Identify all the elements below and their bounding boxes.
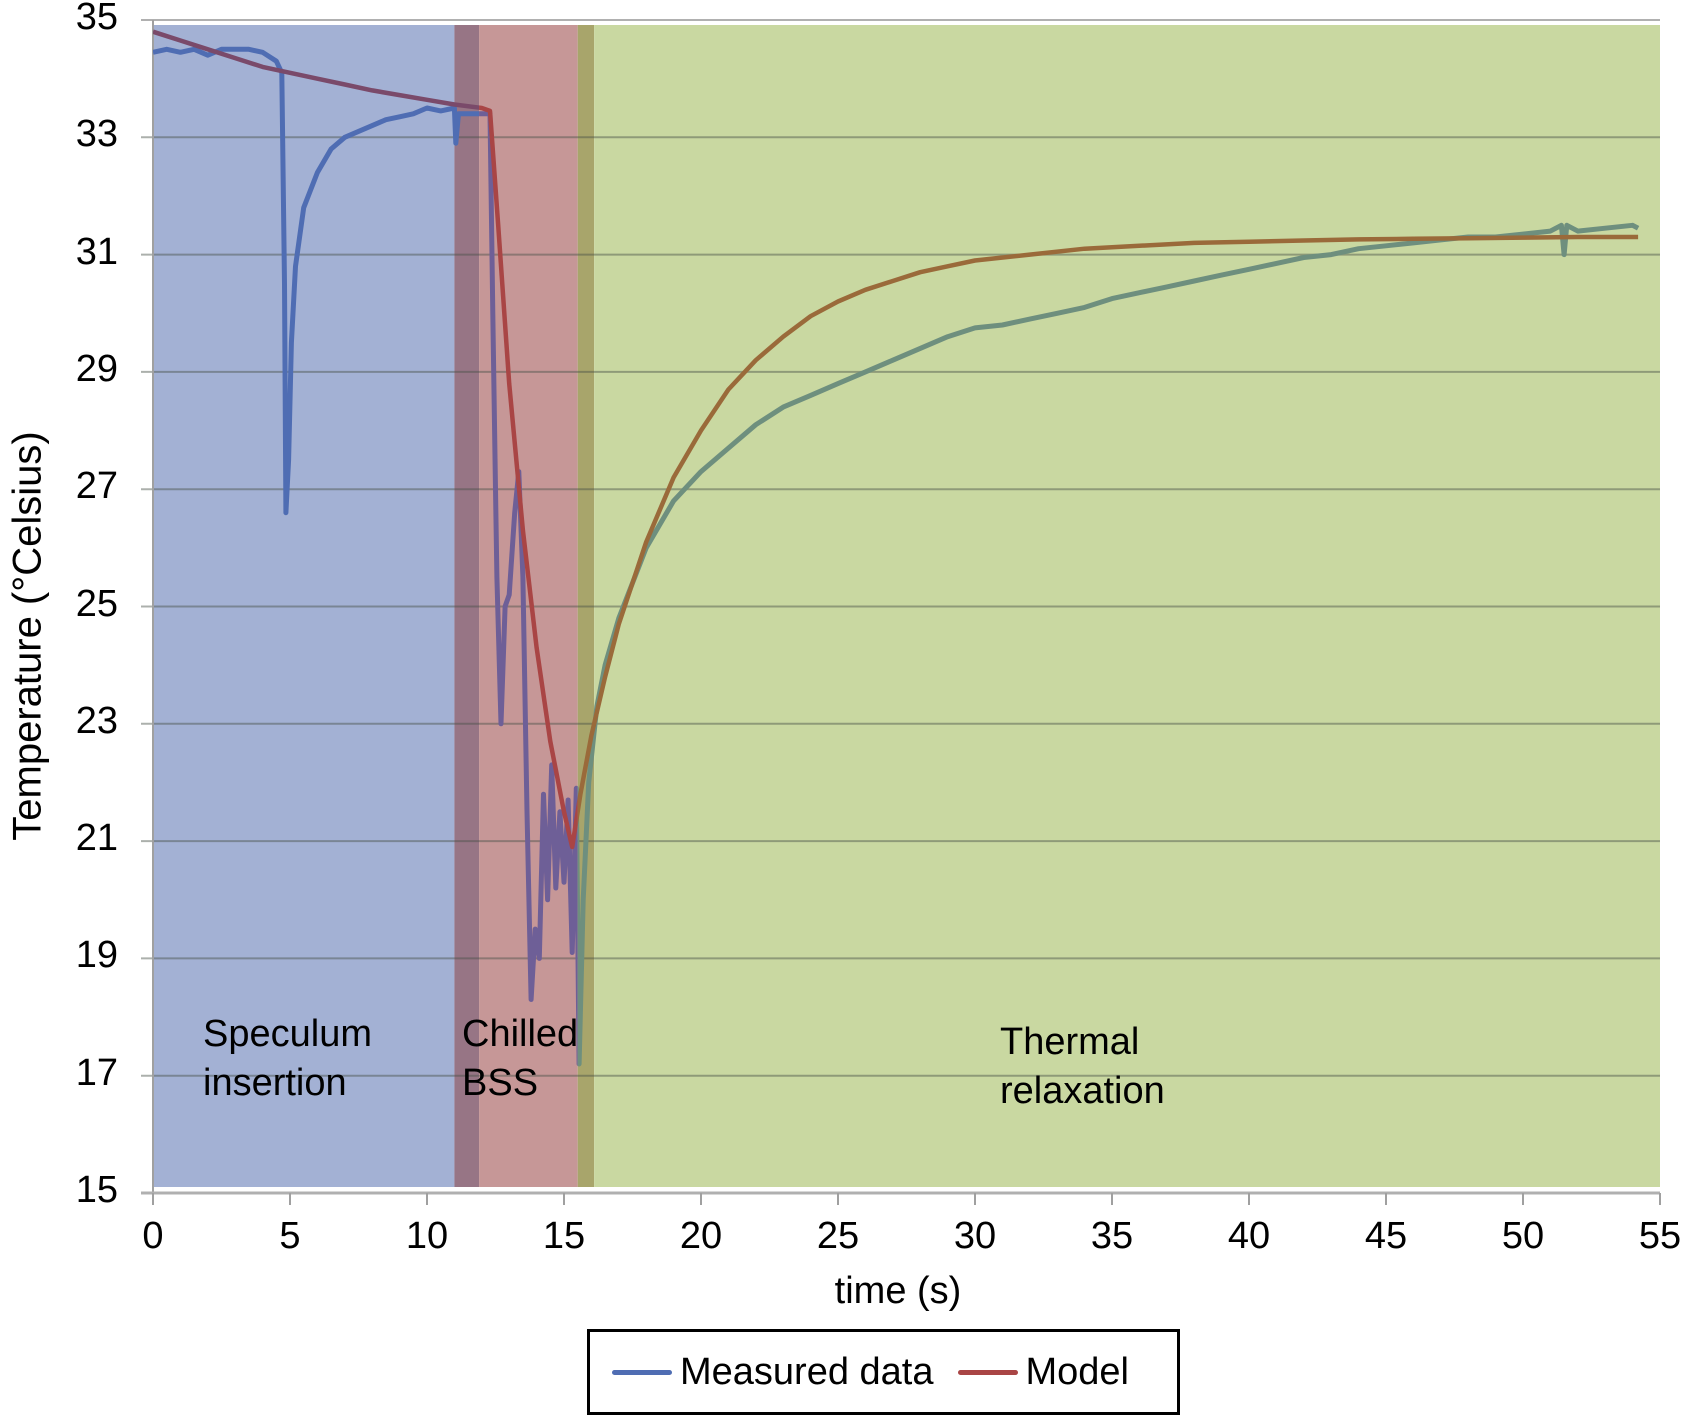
y-axis-title: Temperature (°Celsius) bbox=[5, 431, 50, 841]
y-tick-label: 25 bbox=[75, 582, 118, 625]
y-tick-label: 27 bbox=[75, 465, 118, 508]
region-thermal-relaxation bbox=[594, 25, 1660, 1187]
region-overlap-speculum-chilled bbox=[454, 25, 480, 1187]
region-label-chilled-bss: Chilled BSS bbox=[462, 1013, 579, 1104]
legend-item-measured-data[interactable]: Measured data bbox=[612, 1351, 934, 1394]
axes-lines bbox=[141, 20, 1661, 1205]
y-tick-label: 31 bbox=[75, 230, 118, 273]
x-tick-label: 50 bbox=[1501, 1215, 1545, 1257]
y-tick-label: 23 bbox=[75, 699, 118, 742]
x-tick-label: 30 bbox=[953, 1215, 997, 1257]
legend-item-model[interactable]: Model bbox=[957, 1350, 1130, 1394]
legend-label-measured-data: Measured data bbox=[680, 1350, 934, 1393]
x-tick-label: 45 bbox=[1364, 1215, 1408, 1257]
measured-data-line bbox=[153, 46, 480, 516]
y-tick-label: 19 bbox=[75, 934, 118, 977]
y-tick-label: 33 bbox=[75, 113, 118, 156]
x-tick-label: 40 bbox=[1227, 1215, 1271, 1257]
region-label-thermal-relaxation: Thermal relaxation bbox=[1000, 1021, 1165, 1112]
y-tick-label: 21 bbox=[75, 817, 118, 860]
model-line bbox=[577, 234, 1639, 827]
chart-legend: Measured data Model bbox=[587, 1329, 1180, 1415]
y-tick-label: 35 bbox=[75, 0, 118, 38]
x-tick-label: 20 bbox=[679, 1215, 723, 1257]
x-tick-label: 15 bbox=[542, 1215, 586, 1257]
x-tick-label: 55 bbox=[1638, 1215, 1682, 1257]
x-tick-label: 25 bbox=[816, 1215, 860, 1257]
horizontal-gridlines bbox=[141, 19, 1660, 1077]
measured-data-line bbox=[577, 222, 1640, 1067]
legend-label-model: Model bbox=[1025, 1350, 1130, 1393]
y-tick-label: 17 bbox=[75, 1051, 118, 1094]
region-label-speculum-insertion: Speculum insertion bbox=[203, 1013, 372, 1104]
y-tick-label: 15 bbox=[75, 1169, 118, 1211]
region-backgrounds bbox=[153, 25, 1660, 1187]
x-tick-label: 35 bbox=[1090, 1215, 1134, 1257]
model-line-swatch-icon bbox=[957, 1369, 1018, 1375]
x-tick-label: 0 bbox=[142, 1215, 164, 1257]
model-line bbox=[153, 29, 480, 110]
x-axis-title: time (s) bbox=[834, 1270, 962, 1312]
x-tick-label: 10 bbox=[405, 1215, 449, 1257]
x-tick-label: 5 bbox=[279, 1215, 301, 1257]
measured-data-line bbox=[479, 111, 578, 1067]
data-series bbox=[153, 29, 1640, 1067]
measured-data-line-swatch-icon bbox=[612, 1369, 672, 1375]
y-tick-label: 29 bbox=[75, 347, 118, 390]
